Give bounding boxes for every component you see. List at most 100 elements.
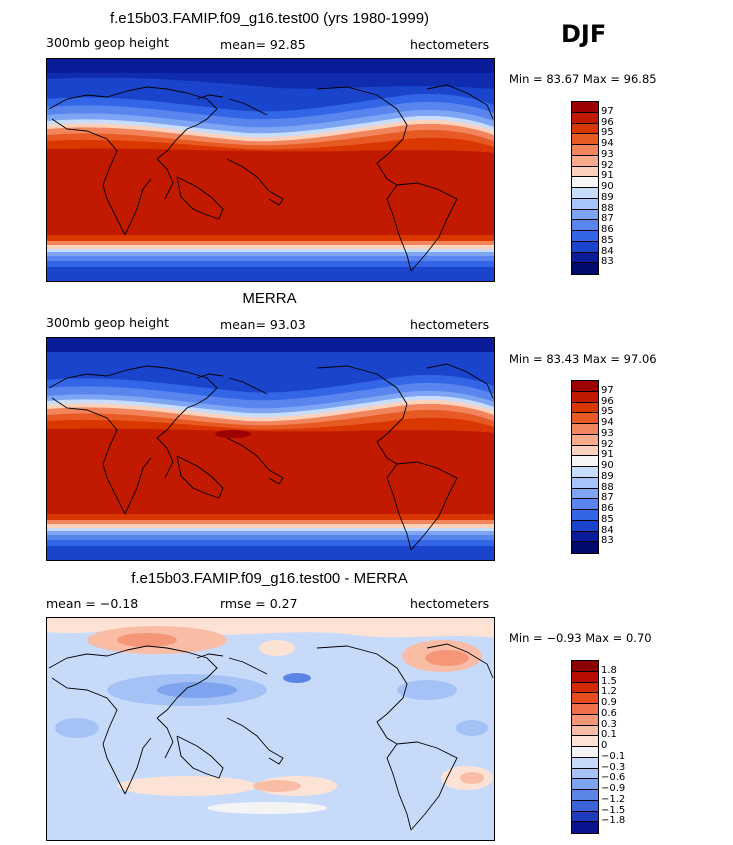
panel-3-map (46, 617, 495, 841)
panel-1-colorbar (571, 101, 599, 275)
colorbar-swatch (572, 434, 598, 446)
colorbar-swatch (572, 682, 598, 694)
colorbar-tick-label: 0.3 (601, 718, 617, 730)
colorbar-swatch (572, 402, 598, 414)
colorbar-swatch (572, 177, 598, 188)
colorbar-swatch (572, 757, 598, 769)
colorbar-tick-label: −0.3 (601, 761, 626, 773)
colorbar-tick-label: 85 (601, 513, 614, 525)
panel-2-center-label: mean= 93.03 (220, 317, 306, 332)
colorbar-swatch (572, 704, 598, 715)
panel-3-left-label: mean = −0.18 (46, 596, 139, 611)
colorbar-tick-label: 84 (601, 524, 614, 536)
colorbar-tick-label: 94 (601, 417, 614, 428)
colorbar-tick-label: 95 (601, 127, 614, 139)
colorbar-tick-label: 88 (601, 481, 614, 493)
panel-3-colorbar (571, 660, 599, 834)
colorbar-swatch (572, 231, 598, 242)
panel-1-left-label: 300mb geop height (46, 35, 169, 50)
panel-2-left-label: 300mb geop height (46, 315, 169, 330)
colorbar-swatch (572, 112, 598, 124)
season-label: DJF (561, 20, 607, 48)
colorbar-swatch (572, 263, 598, 274)
colorbar-swatch (572, 499, 598, 510)
panel-2-title: MERRA (242, 290, 297, 307)
colorbar-tick-label: 0.6 (601, 707, 617, 719)
colorbar-swatch (572, 391, 598, 403)
colorbar-swatch (572, 456, 598, 467)
colorbar-tick-label: 1.8 (601, 664, 617, 676)
colorbar-swatch (572, 811, 598, 823)
colorbar-swatch (572, 188, 598, 199)
colorbar-swatch (572, 714, 598, 726)
colorbar-tick-label: 85 (601, 234, 614, 246)
colorbar-tick-label: 87 (601, 213, 614, 225)
colorbar-tick-label: 83 (601, 256, 614, 268)
colorbar-swatch (572, 693, 598, 704)
colorbar-tick-label: 86 (601, 224, 614, 235)
colorbar-swatch (572, 198, 598, 210)
colorbar-swatch (572, 531, 598, 543)
colorbar-swatch (572, 661, 598, 672)
colorbar-tick-label: −1.8 (601, 815, 626, 827)
colorbar-swatch (572, 779, 598, 790)
panel-3-right-label: hectometers (410, 596, 490, 611)
panel-1-right-label: hectometers (410, 37, 490, 52)
panel-2-map (46, 337, 495, 561)
colorbar-swatch (572, 520, 598, 532)
colorbar-swatch (572, 220, 598, 231)
colorbar-tick-label: 91 (601, 449, 614, 461)
panel-3-minmax: Min = −0.93 Max = 0.70 (509, 631, 652, 645)
colorbar-tick-label: 93 (601, 148, 614, 160)
colorbar-tick-label: 84 (601, 245, 614, 257)
colorbar-tick-label: 1.2 (601, 686, 617, 698)
colorbar-swatch (572, 413, 598, 424)
panel-1-minmax: Min = 83.67 Max = 96.85 (509, 72, 657, 86)
colorbar-tick-label: −0.1 (601, 750, 626, 762)
colorbar-swatch (572, 768, 598, 780)
colorbar-swatch (572, 445, 598, 457)
colorbar-tick-label: 92 (601, 438, 614, 450)
colorbar-swatch (572, 145, 598, 156)
colorbar-swatch (572, 241, 598, 253)
colorbar-tick-label: 83 (601, 535, 614, 547)
colorbar-tick-label: −1.2 (601, 793, 626, 805)
colorbar-swatch (572, 736, 598, 747)
colorbar-swatch (572, 155, 598, 167)
colorbar-tick-label: 87 (601, 492, 614, 504)
colorbar-tick-label: −0.9 (601, 783, 626, 794)
panel-3-title: f.e15b03.FAMIP.f09_g16.test00 - MERRA (131, 570, 408, 587)
panel-2-right-label: hectometers (410, 317, 490, 332)
colorbar-tick-label: 86 (601, 503, 614, 514)
colorbar-tick-label: 90 (601, 460, 614, 471)
colorbar-swatch (572, 123, 598, 135)
panel-1-center-label: mean= 92.85 (220, 37, 306, 52)
colorbar-tick-label: 1.5 (601, 675, 617, 687)
colorbar-tick-label: 89 (601, 470, 614, 482)
colorbar-tick-label: 88 (601, 202, 614, 214)
colorbar-tick-label: 94 (601, 138, 614, 149)
colorbar-tick-label: 0 (601, 740, 608, 751)
colorbar-tick-label: −1.5 (601, 804, 626, 816)
colorbar-tick-label: 89 (601, 191, 614, 203)
panel-1-title: f.e15b03.FAMIP.f09_g16.test00 (yrs 1980-… (109, 10, 430, 27)
colorbar-tick-label: 96 (601, 116, 614, 128)
colorbar-swatch (572, 822, 598, 833)
panel-3-center-label: rmse = 0.27 (220, 596, 298, 611)
panel-1-map (46, 58, 495, 282)
colorbar-tick-label: 96 (601, 395, 614, 407)
colorbar-swatch (572, 252, 598, 264)
colorbar-swatch (572, 510, 598, 521)
colorbar-tick-label: 97 (601, 105, 614, 117)
colorbar-swatch (572, 166, 598, 178)
colorbar-swatch (572, 800, 598, 812)
colorbar-swatch (572, 477, 598, 489)
colorbar-swatch (572, 134, 598, 145)
colorbar-tick-label: −0.6 (601, 772, 626, 784)
colorbar-tick-label: 90 (601, 181, 614, 192)
colorbar-swatch (572, 725, 598, 737)
colorbar-swatch (572, 209, 598, 221)
colorbar-tick-label: 95 (601, 406, 614, 418)
colorbar-swatch (572, 102, 598, 113)
colorbar-swatch (572, 671, 598, 683)
